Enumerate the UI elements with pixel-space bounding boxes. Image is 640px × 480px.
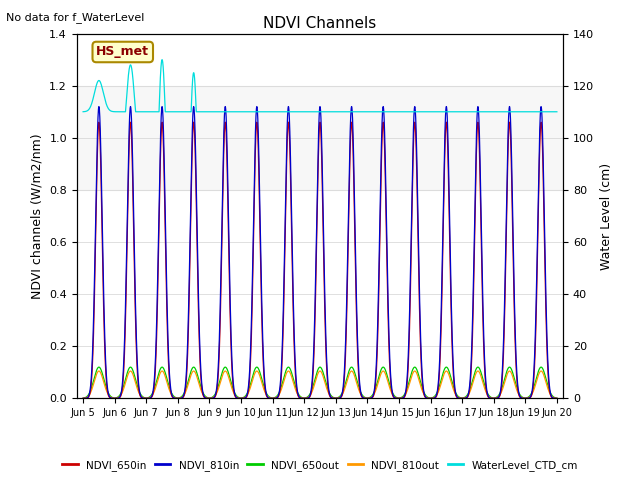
Text: No data for f_WaterLevel: No data for f_WaterLevel — [6, 12, 145, 23]
Legend: NDVI_650in, NDVI_810in, NDVI_650out, NDVI_810out, WaterLevel_CTD_cm: NDVI_650in, NDVI_810in, NDVI_650out, NDV… — [58, 456, 582, 475]
Title: NDVI Channels: NDVI Channels — [264, 16, 376, 31]
Text: HS_met: HS_met — [96, 46, 149, 59]
Bar — [77, 86, 563, 190]
Y-axis label: Water Level (cm): Water Level (cm) — [600, 162, 612, 270]
Y-axis label: NDVI channels (W/m2/nm): NDVI channels (W/m2/nm) — [31, 133, 44, 299]
